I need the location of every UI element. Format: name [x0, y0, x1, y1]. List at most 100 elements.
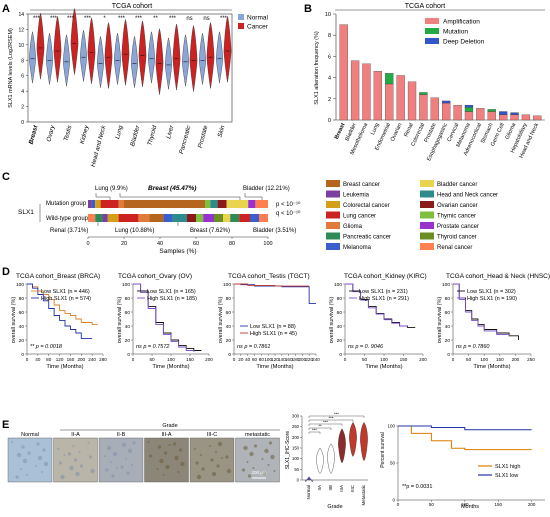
e-violin-category: IIIA — [339, 485, 344, 492]
d-km-curve — [453, 283, 510, 337]
e-tile-cell — [267, 464, 270, 466]
c-wildtype-segment — [149, 214, 164, 222]
c-mutation-segment — [210, 200, 218, 208]
panel-b: B TCGA cohort SLX1 alteration frequency … — [304, 3, 545, 162]
d-xtick-label: 100 — [167, 357, 175, 362]
c-legend-label: Renal cancer — [437, 245, 472, 251]
c-wildtype-segment — [118, 214, 139, 222]
e-signif-label: ** — [318, 424, 322, 429]
d-ytick-label: 0 — [447, 352, 450, 358]
e-tile-cell — [88, 455, 93, 459]
e-tile-cell — [116, 467, 118, 469]
d-ytick-label: 100 — [122, 282, 130, 288]
d-xtick-label: 160 — [285, 357, 293, 362]
e-violin-category: Normal — [306, 485, 311, 500]
c-xtick-label: 20 — [121, 241, 127, 247]
km-e-ylabel: Percent survival — [380, 432, 386, 468]
d-xtick-label: 180 — [292, 357, 300, 362]
d-pvalue: ns p = 0.7860 — [456, 344, 490, 350]
e-tile-cell — [121, 442, 127, 448]
panel-d-km-plots: TCGA cohort_Breast (BRCA) overall surviva… — [11, 273, 550, 370]
e-tile-cell — [147, 441, 150, 443]
a-violin-shape — [104, 21, 113, 89]
e-tile-cell — [27, 451, 31, 455]
d-legend-label: High SLX1 (n = 45) — [250, 331, 297, 337]
c-wildtype-segment — [203, 214, 214, 222]
panel-e-km: 0 50 100 0 50 100 150 200 — [387, 424, 545, 507]
d-km-curve — [234, 283, 316, 305]
d-pvalue: ** p = 0.0018 — [30, 344, 63, 350]
d-ytick-label: 40 — [19, 324, 25, 330]
e-km-ytick-label: 50 — [390, 461, 396, 466]
legend-cancer-swatch — [238, 23, 244, 29]
e-violin-ytick-label: 300 — [292, 414, 300, 419]
e-tile-cell — [87, 442, 90, 444]
d-xlabel: Time (Months) — [152, 364, 189, 370]
e-signif-bracket — [308, 415, 365, 418]
e-tile-label: III-C — [207, 432, 217, 438]
a-violin-shape — [70, 7, 79, 75]
e-tile-cell — [127, 448, 133, 454]
b-bar-segment — [442, 102, 451, 121]
d-plot-title: TCGA cohort_Ovary (OV) — [118, 273, 192, 280]
e-tile-cell — [20, 468, 22, 470]
b-bar-segment — [362, 63, 371, 121]
a-violin-shape — [182, 34, 189, 87]
c-xtick-label: 60 — [193, 241, 199, 247]
e-km-ytick-label: 100 — [387, 424, 395, 429]
e-tile-cell — [69, 465, 74, 471]
c-legend-label: Ovarian cancer — [437, 203, 478, 209]
a-signif-label: *** — [33, 16, 41, 22]
d-pvalue: ns p = 0.7572 — [136, 344, 170, 350]
c-wildtype-segment — [172, 214, 187, 222]
d-km-curve — [133, 283, 195, 352]
panel-a-violins: *** *** *** *** * *** *** ** *** ns ns *** — [29, 7, 232, 95]
e-km-xtick-label: 200 — [528, 502, 536, 507]
e-tile-cell — [16, 452, 22, 458]
d-xtick-label: 120 — [56, 357, 64, 362]
annot-lung-bottom: Lung (10.88%) — [115, 228, 154, 234]
a-violin-shape — [80, 29, 87, 82]
d-ytick-label: 20 — [19, 338, 25, 344]
e-tile-cell — [159, 458, 164, 464]
annot-breast-bottom: Breast (7.62%) — [190, 228, 230, 234]
d-ytick-label: 100 — [442, 282, 450, 288]
d-xtick-label: 40 — [245, 357, 251, 362]
e-violin-shape — [349, 422, 357, 457]
e-tile-cell — [178, 448, 183, 452]
d-legend-label: Low SLX1 (n = 88) — [250, 324, 296, 330]
d-legend-label: Low SLX1 (n = 302) — [467, 289, 516, 295]
b-bar-segment — [510, 112, 519, 115]
a-ytick-label: 14 — [18, 12, 24, 18]
panel-label-a: A — [2, 3, 10, 15]
c-mutation-segment — [205, 200, 211, 208]
c-mutation-segment — [88, 200, 92, 208]
a-tissue-label: Kidney — [79, 124, 91, 145]
c-legend-swatch — [326, 232, 340, 240]
e-km-curve — [398, 425, 532, 431]
e-tile-cell — [35, 465, 37, 467]
c-mutation-segment — [91, 200, 96, 208]
legend-amplification-swatch — [425, 18, 439, 24]
legend-deep-deletion-swatch — [425, 38, 439, 44]
panel-a-legend: Normal Cancer — [238, 14, 269, 31]
panel-a-frame — [27, 13, 233, 123]
b-ytick-label: 10 — [325, 12, 331, 18]
c-wildtype-segment — [239, 214, 250, 222]
e-tile-cell — [132, 441, 136, 445]
a-ytick-label: 10 — [18, 43, 24, 49]
c-legend-label: Leukemia — [343, 193, 370, 199]
d-legend-label: Low SLX1 (n = 446) — [41, 289, 90, 295]
d-ytick-label: 0 — [127, 352, 130, 358]
panel-a-tissue-labels: Breast Ovary Testis Kidney Head and Neck Lung… — [28, 124, 227, 168]
b-bar-segment — [373, 71, 382, 121]
legend-deep-deletion-label: Deep Deletion — [443, 39, 485, 46]
c-legend-swatch — [326, 222, 340, 229]
b-bar-segment — [396, 75, 405, 121]
d-xtick-label: 20 — [238, 357, 244, 362]
d-ylabel: overall survival (%) — [437, 297, 443, 344]
e-violin-ytick-label: 200 — [292, 435, 300, 440]
d-plot-title: TCGA cohort_Head & Neck (HNSC) — [446, 273, 550, 280]
d-xtick-label: 50 — [149, 357, 155, 362]
e-tile-cell — [112, 451, 118, 457]
